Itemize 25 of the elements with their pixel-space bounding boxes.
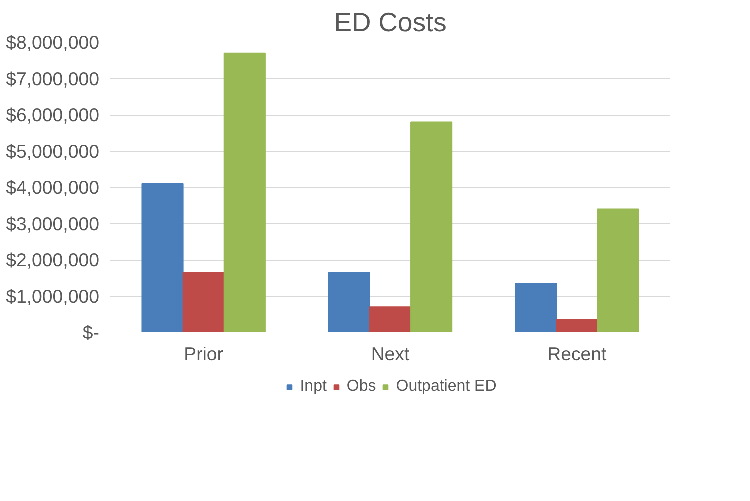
chart-title: ED Costs xyxy=(334,8,447,38)
bar xyxy=(515,283,558,332)
y-tick-label: $- xyxy=(82,322,100,343)
y-tick-label: $7,000,000 xyxy=(6,68,100,90)
x-tick-label: Next xyxy=(371,344,410,364)
y-tick-label: $2,000,000 xyxy=(6,250,100,270)
y-tick-label: $5,000,000 xyxy=(6,140,100,162)
y-tick-label: $1,000,000 xyxy=(6,286,100,307)
y-tick-label: $4,000,000 xyxy=(6,177,100,198)
legend-label: Inpt xyxy=(300,378,327,396)
y-tick-label: $8,000,000 xyxy=(6,32,100,53)
legend-label: Obs xyxy=(346,378,376,396)
bar xyxy=(224,52,266,332)
x-tick-label: Prior xyxy=(184,344,224,364)
bar xyxy=(369,306,412,332)
bar xyxy=(556,319,598,332)
bar xyxy=(182,272,225,332)
y-tick-label: $3,000,000 xyxy=(6,213,100,234)
bar xyxy=(142,183,184,332)
legend-label: Outpatient ED xyxy=(396,378,497,396)
bar xyxy=(597,208,640,332)
y-tick-label: $6,000,000 xyxy=(6,104,100,126)
x-tick-label: Recent xyxy=(548,344,608,364)
bar xyxy=(410,122,453,332)
bar xyxy=(328,272,370,332)
